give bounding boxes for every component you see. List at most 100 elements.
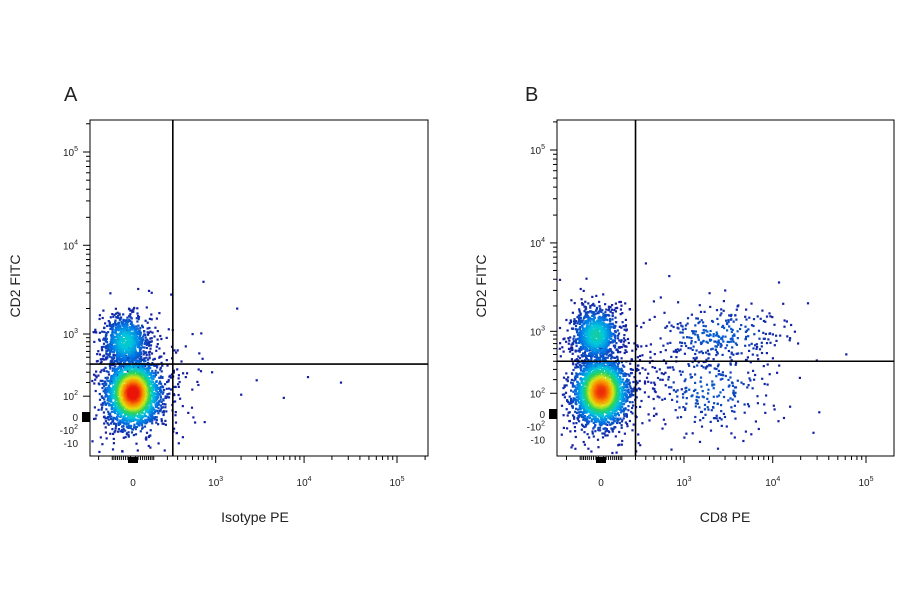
event-dot <box>558 278 562 281</box>
event-dot <box>695 357 698 360</box>
event-dot <box>148 317 151 320</box>
event-dot <box>138 357 141 360</box>
event-dot <box>144 376 147 380</box>
event-dot <box>115 331 118 334</box>
event-dot <box>680 388 683 391</box>
event-dot <box>116 316 119 319</box>
event-dot <box>766 383 769 386</box>
event-dot <box>140 343 143 346</box>
event-dot <box>156 396 159 399</box>
event-dot <box>134 338 137 341</box>
event-dot <box>759 317 762 320</box>
event-dot <box>140 341 143 344</box>
event-dot <box>682 396 685 399</box>
event-dot <box>734 391 737 394</box>
event-dot <box>577 408 580 411</box>
event-dot <box>173 349 176 352</box>
event-dot <box>621 439 624 443</box>
event-dot <box>101 387 104 390</box>
event-dot <box>597 426 600 430</box>
event-dot <box>99 358 102 361</box>
event-dot <box>133 343 136 346</box>
event-dot <box>563 393 566 396</box>
event-dot <box>130 309 133 312</box>
event-dot <box>602 315 605 318</box>
event-dot <box>100 408 103 411</box>
event-dot <box>719 378 722 381</box>
event-dot <box>106 399 109 402</box>
event-dot <box>568 339 571 342</box>
event-dot <box>619 313 622 316</box>
event-dot <box>102 396 105 399</box>
event-dot <box>132 383 135 386</box>
event-dot <box>607 421 611 424</box>
event-dot <box>147 416 150 419</box>
event-dot <box>694 330 697 333</box>
event-dot <box>592 302 595 305</box>
event-dot <box>95 331 98 334</box>
event-dot <box>617 363 620 366</box>
event-dot <box>749 379 752 382</box>
event-dot <box>572 342 575 345</box>
event-dot <box>134 348 137 351</box>
event-dot <box>571 400 575 403</box>
event-dot <box>720 344 723 347</box>
event-dot <box>689 347 692 350</box>
event-dot <box>102 342 106 345</box>
event-dot <box>700 350 703 353</box>
event-dot <box>746 356 749 359</box>
y-tick-exponent: 2 <box>74 424 78 431</box>
event-dot <box>577 333 580 336</box>
event-dot <box>702 321 705 324</box>
event-dot <box>731 410 734 413</box>
event-dot <box>143 333 146 336</box>
event-dot <box>626 422 629 426</box>
event-dot <box>730 432 733 435</box>
event-dot <box>704 329 707 332</box>
event-dot <box>754 373 757 377</box>
event-dot <box>160 355 163 358</box>
event-dot <box>101 330 104 333</box>
event-dot <box>111 313 114 316</box>
event-dot <box>679 331 682 334</box>
event-dot <box>714 334 717 337</box>
event-dot <box>584 308 587 311</box>
event-dot <box>177 393 180 397</box>
event-dot <box>760 351 764 355</box>
event-dot <box>570 389 573 392</box>
event-dot <box>154 416 157 419</box>
event-dot <box>158 347 161 350</box>
event-dot <box>728 314 731 317</box>
event-dot <box>115 381 118 384</box>
event-dot <box>712 395 715 398</box>
event-dot <box>130 347 133 350</box>
event-dot <box>127 350 130 353</box>
event-dot <box>117 329 120 332</box>
event-dot <box>116 323 119 326</box>
event-dot <box>619 340 622 343</box>
event-dot <box>114 322 117 325</box>
event-dot <box>625 414 628 418</box>
event-dot <box>715 375 718 378</box>
event-dot <box>136 408 139 412</box>
event-dot <box>128 326 131 329</box>
event-dot <box>134 355 137 358</box>
event-dot <box>141 326 144 329</box>
event-dot <box>148 341 151 344</box>
event-dot <box>617 414 620 417</box>
event-dot <box>155 364 158 367</box>
event-dot <box>148 413 151 416</box>
event-dot <box>134 369 137 372</box>
event-dot <box>127 364 130 367</box>
event-dot <box>125 337 128 340</box>
event-dot <box>664 371 667 374</box>
event-dot <box>149 381 152 384</box>
event-dot <box>112 334 115 337</box>
event-dot <box>577 366 580 369</box>
event-dot <box>747 384 750 387</box>
event-dot <box>184 376 187 379</box>
event-dot <box>580 348 583 351</box>
event-dot <box>100 360 103 363</box>
event-dot <box>155 384 158 387</box>
event-dot <box>567 342 570 345</box>
